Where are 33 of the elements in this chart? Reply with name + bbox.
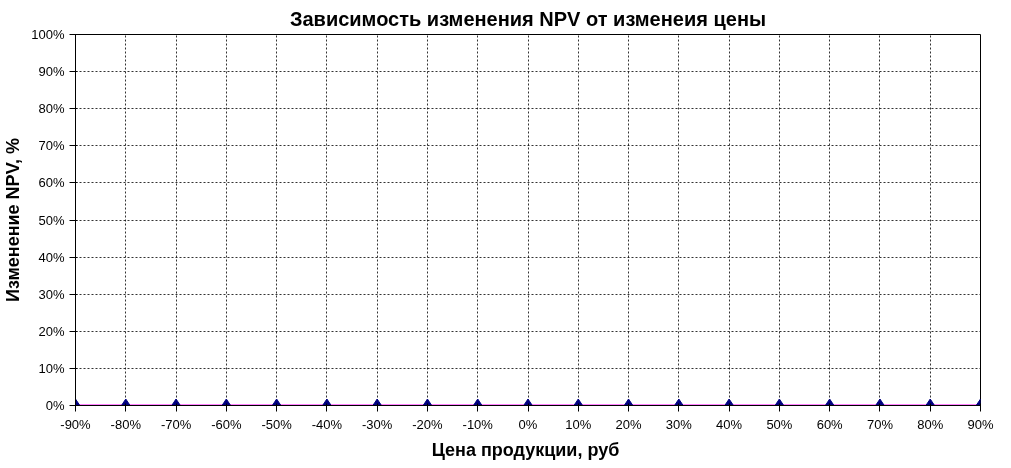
y-tick-label: 70% [38,138,65,154]
x-tick-label: 90% [967,416,994,432]
y-tick-label: 0% [45,398,65,413]
y-tick-label: 40% [38,249,65,265]
x-tick-label: 70% [866,416,894,432]
y-tick-label: 90% [38,64,65,80]
x-tick-label: -50% [261,416,293,432]
x-tick-label: 60% [816,416,844,432]
x-tick-label: -40% [311,416,343,432]
x-tick-label: -70% [160,416,192,432]
x-tick-label: -20% [412,416,444,432]
y-tick-label: 30% [38,286,65,302]
x-tick-label: -60% [211,416,242,432]
x-tick-label: 20% [615,416,643,432]
y-tick-label: 100% [31,27,65,42]
y-tick-label: 60% [38,175,65,191]
y-tick-label: 20% [38,323,65,339]
x-axis-title: Цена продукции, руб [431,439,620,460]
x-tick-label: 80% [917,416,944,432]
chart-title: Зависимость изменения NPV от изменеия цены [289,7,767,30]
x-tick-label: 30% [665,416,693,432]
x-tick-label: -30% [361,416,393,432]
x-tick-label: -80% [110,416,142,432]
x-tick-label: 10% [565,416,592,432]
y-tick-label: 80% [38,101,65,117]
y-tick-label: 50% [38,212,65,228]
x-tick-label: 50% [766,416,793,432]
y-axis-title: Изменение NPV, % [3,138,24,302]
x-tick-label: -10% [462,416,494,432]
x-tick-label: 40% [716,416,743,432]
y-tick-label: 10% [38,360,65,376]
x-tick-label: -90% [60,416,92,432]
x-tick-label: 0% [518,416,538,432]
